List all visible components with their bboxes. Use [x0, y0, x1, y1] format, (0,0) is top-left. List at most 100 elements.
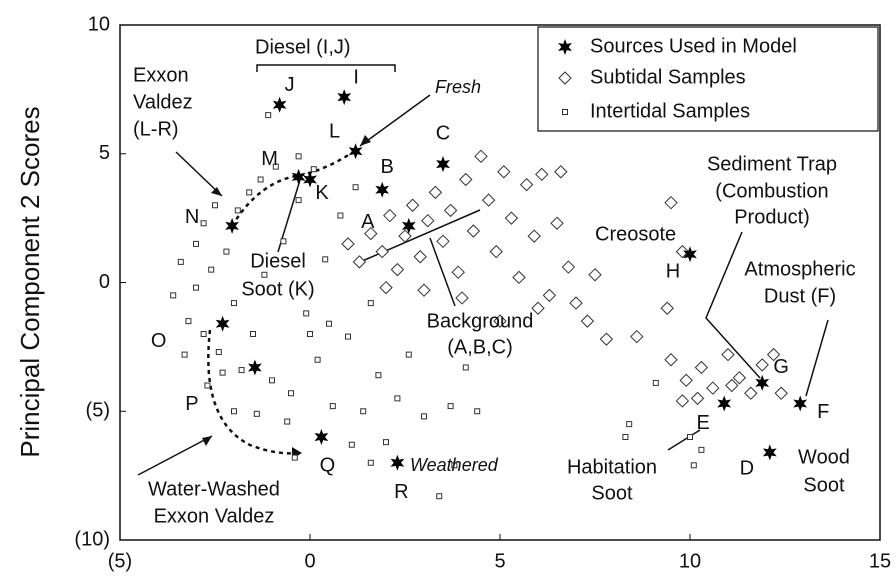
point — [630, 329, 644, 344]
point — [219, 369, 226, 376]
point-label: Q — [320, 454, 336, 476]
point — [561, 260, 576, 274]
point — [466, 224, 481, 238]
point — [497, 165, 511, 179]
point — [326, 320, 332, 327]
point — [766, 347, 781, 362]
point — [364, 226, 378, 241]
arrow-head — [211, 187, 222, 196]
point-label: D — [740, 458, 754, 480]
point — [303, 310, 310, 317]
point — [744, 386, 758, 400]
point — [265, 112, 272, 119]
annotation: Soot — [591, 482, 633, 504]
point — [314, 429, 329, 445]
point — [348, 143, 363, 160]
point — [360, 408, 367, 415]
arrow-head — [202, 436, 212, 446]
point — [390, 454, 405, 471]
point — [367, 459, 374, 466]
point — [215, 315, 230, 332]
point — [588, 268, 602, 282]
point — [717, 395, 732, 412]
point — [181, 351, 188, 358]
bracket — [256, 64, 396, 72]
point — [690, 462, 697, 469]
point — [721, 347, 735, 362]
point — [295, 153, 302, 160]
point — [261, 271, 268, 278]
point — [493, 314, 507, 328]
point — [436, 234, 450, 249]
point — [200, 331, 207, 337]
point — [436, 156, 450, 173]
point — [348, 441, 355, 448]
point — [272, 163, 279, 170]
arrow — [175, 151, 223, 197]
point — [762, 444, 777, 461]
point — [269, 377, 275, 384]
x-tick-label: (5) — [108, 550, 132, 572]
point-label: K — [315, 182, 329, 204]
point — [379, 280, 393, 295]
x-tick-label: 5 — [494, 550, 505, 572]
point — [527, 229, 541, 243]
point — [531, 301, 545, 315]
legend-marker — [562, 109, 568, 115]
point — [352, 255, 367, 269]
annotation: Creosote — [595, 223, 676, 245]
point — [599, 332, 614, 346]
point-label: R — [394, 481, 408, 503]
point — [443, 203, 458, 218]
point — [310, 166, 317, 173]
point — [352, 184, 359, 191]
point — [272, 96, 287, 113]
point-label: G — [773, 356, 789, 378]
point — [405, 351, 412, 358]
annotation: Exxon Valdez — [154, 505, 275, 527]
point — [664, 195, 678, 210]
point — [284, 418, 291, 425]
point — [204, 382, 211, 389]
y-tick-label: 5 — [99, 142, 110, 164]
point — [288, 390, 294, 397]
arrow-head — [360, 135, 371, 146]
point — [626, 421, 633, 428]
point — [193, 240, 199, 247]
point — [683, 246, 697, 263]
point — [428, 185, 443, 200]
point — [398, 229, 412, 243]
arrow — [429, 237, 456, 307]
annotation: Background — [427, 310, 534, 332]
point — [307, 331, 313, 337]
point-label: N — [185, 206, 199, 228]
annotation: Habitation — [567, 456, 657, 478]
point — [185, 318, 192, 325]
annotation: Sediment Trap — [707, 153, 837, 175]
point — [177, 258, 184, 265]
point — [675, 394, 690, 408]
point — [193, 284, 199, 291]
point-label: A — [361, 211, 375, 233]
legend-label: Sources Used in Model — [590, 35, 797, 57]
arrow — [667, 429, 701, 451]
point — [215, 349, 222, 356]
point — [329, 403, 336, 410]
point — [405, 198, 420, 212]
point — [421, 213, 435, 228]
point-label: P — [185, 393, 198, 415]
point — [314, 356, 321, 363]
annotation: Atmospheric — [744, 258, 855, 280]
point-label: M — [261, 148, 278, 170]
legend-label: Intertidal Samples — [590, 100, 750, 122]
point — [231, 408, 237, 415]
arrow — [137, 435, 213, 476]
point-label: O — [151, 330, 167, 352]
annotation: (L-R) — [133, 118, 179, 140]
point — [542, 288, 557, 303]
point — [451, 265, 465, 279]
point — [421, 413, 427, 420]
point — [519, 177, 534, 192]
point — [622, 434, 629, 440]
